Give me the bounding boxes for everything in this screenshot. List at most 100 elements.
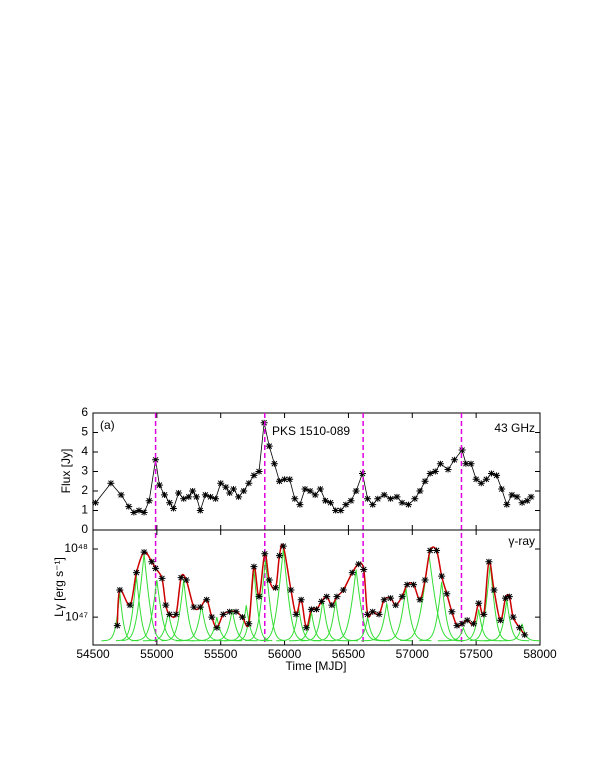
data-point	[438, 573, 446, 580]
data-point	[212, 495, 220, 502]
data-point	[306, 488, 314, 494]
data-point	[219, 611, 227, 618]
data-point	[493, 472, 501, 479]
data-point	[229, 486, 237, 493]
data-point	[318, 598, 326, 605]
data-point	[161, 491, 169, 498]
data-point	[272, 584, 280, 591]
flare-component	[131, 579, 183, 642]
band-label: γ-ray	[508, 534, 535, 548]
data-point	[485, 558, 493, 565]
data-point	[398, 499, 406, 506]
data-point	[255, 468, 263, 475]
data-point	[450, 456, 458, 463]
y-tick-label: 1	[81, 503, 88, 517]
data-point	[291, 495, 299, 502]
data-point	[238, 614, 246, 621]
data-point	[279, 543, 287, 550]
data-point	[480, 611, 488, 618]
data-point	[162, 602, 170, 609]
data-point	[496, 617, 504, 624]
x-tick-label: 54500	[76, 647, 110, 661]
data-point	[490, 587, 498, 594]
data-point	[148, 558, 156, 565]
data-point	[364, 611, 372, 618]
data-point	[226, 489, 234, 496]
data-point	[467, 460, 475, 467]
data-point	[92, 499, 100, 506]
data-point	[313, 606, 320, 613]
data-point	[177, 574, 185, 581]
data-point	[487, 470, 495, 477]
data-point	[281, 476, 289, 483]
data-point	[287, 587, 295, 594]
data-point	[416, 596, 424, 603]
data-point	[436, 460, 444, 467]
data-point	[352, 488, 360, 494]
data-point	[521, 631, 529, 638]
data-point	[175, 489, 183, 496]
flare-component	[469, 564, 511, 642]
y-axis-label: Flux [Jy]	[59, 449, 73, 494]
data-point	[311, 491, 319, 498]
x-tick-label: 56500	[332, 647, 366, 661]
data-point	[453, 622, 461, 629]
data-point	[275, 552, 283, 559]
flare-component	[419, 581, 465, 642]
data-point	[348, 569, 356, 576]
data-point	[152, 456, 160, 463]
data-point	[333, 593, 341, 600]
data-point	[201, 491, 209, 498]
flare-component	[244, 559, 286, 642]
data-point	[117, 491, 125, 498]
data-point	[355, 561, 363, 568]
flare-component	[456, 609, 502, 642]
data-point	[213, 624, 221, 631]
data-point	[411, 495, 419, 502]
data-point	[261, 550, 269, 557]
data-point	[462, 460, 470, 467]
data-point	[513, 493, 521, 500]
data-point	[421, 577, 429, 584]
data-point	[337, 507, 345, 514]
data-point	[235, 493, 243, 500]
data-point	[166, 611, 174, 618]
data-point	[527, 493, 535, 500]
data-point	[180, 495, 188, 502]
data-point	[196, 507, 204, 514]
data-point	[245, 620, 253, 627]
data-point	[375, 611, 383, 618]
data-point	[475, 600, 483, 607]
data-point	[404, 501, 412, 508]
data-point	[369, 501, 377, 508]
data-point	[203, 596, 211, 603]
y-tick-label: 2	[81, 483, 88, 497]
data-point	[292, 611, 300, 618]
y-axis-label: Lγ [erg s⁻¹]	[52, 557, 66, 617]
x-tick-label: 57000	[396, 647, 430, 661]
y-tick-label: 10⁴⁷	[65, 609, 88, 623]
data-point	[342, 501, 350, 508]
data-point	[374, 495, 382, 502]
data-point	[301, 486, 309, 493]
data-point	[380, 596, 388, 603]
data-point	[286, 476, 294, 483]
data-point	[516, 624, 524, 631]
data-point	[472, 476, 480, 483]
data-point	[275, 478, 283, 485]
data-point	[433, 547, 441, 554]
data-point	[232, 608, 240, 615]
flare-component	[115, 576, 157, 642]
data-point	[152, 565, 160, 572]
data-point	[328, 602, 336, 609]
y-tick-label: 6	[81, 405, 88, 419]
data-point	[518, 499, 526, 506]
data-point	[403, 581, 411, 588]
data-point	[502, 595, 510, 602]
data-point	[182, 577, 190, 584]
data-point	[240, 488, 248, 494]
data-point	[107, 480, 115, 487]
data-point	[380, 491, 388, 498]
